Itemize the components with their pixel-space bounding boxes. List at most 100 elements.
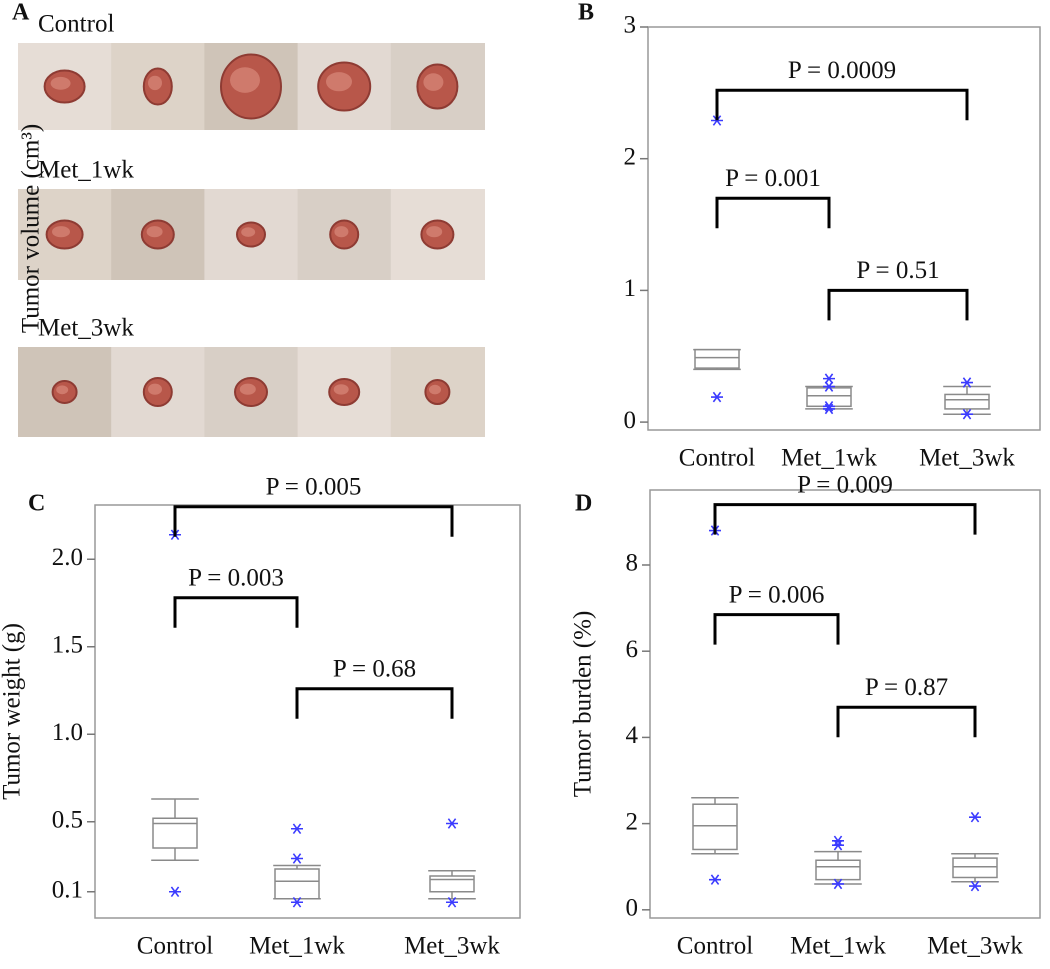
box <box>815 859 861 881</box>
box <box>952 857 998 879</box>
outlier <box>169 886 181 898</box>
outlier <box>969 811 981 823</box>
y-tick-label: 3 <box>624 12 637 39</box>
y-tick-label: 0.1 <box>52 876 83 903</box>
outlier <box>823 381 835 392</box>
box <box>806 387 852 408</box>
tumor-highlight <box>334 226 349 238</box>
panel-label: A <box>12 0 30 26</box>
box <box>152 817 198 849</box>
tumor-highlight <box>230 67 260 93</box>
panel-label: B <box>578 0 594 26</box>
group-label: Control <box>38 11 114 38</box>
tumor-highlight <box>241 227 256 237</box>
x-tick-label: Met_3wk <box>919 445 1015 472</box>
significance-bracket <box>715 88 969 121</box>
outlier <box>961 408 973 420</box>
x-tick-label: Met_3wk <box>404 933 500 960</box>
p-value: P = 0.006 <box>729 581 825 608</box>
significance-bracket <box>715 196 831 229</box>
box <box>692 803 738 851</box>
y-tick-label: 6 <box>626 636 639 663</box>
y-tick-label: 2 <box>624 143 637 170</box>
outlier <box>291 853 303 864</box>
x-tick-label: Met_3wk <box>927 933 1023 960</box>
y-tick-label: 4 <box>626 722 639 749</box>
x-tick-label: Control <box>677 933 753 960</box>
outlier <box>823 401 835 412</box>
significance-bracket <box>713 613 840 645</box>
tumor-highlight <box>56 385 69 395</box>
outlier <box>961 377 973 388</box>
outlier <box>446 896 458 908</box>
y-tick-label: 0 <box>626 895 639 922</box>
tumor-highlight <box>148 383 162 395</box>
outlier <box>711 115 723 126</box>
outlier <box>823 373 835 384</box>
significance-bracket <box>836 705 977 738</box>
box-chart: D Tumor burden (%) 0 2 4 6 8 Control Met_1wk Met_… <box>570 471 1041 960</box>
tumor-highlight <box>429 384 441 395</box>
tumor-highlight <box>146 226 163 238</box>
significance-bracket <box>827 288 969 321</box>
y-tick-label: 2 <box>626 808 639 835</box>
box <box>694 348 740 369</box>
y-axis-label: Tumor weight (g) <box>0 623 26 800</box>
panel-label: C <box>28 491 45 517</box>
box <box>944 393 990 410</box>
group-label: Met_1wk <box>38 157 134 184</box>
x-tick-label: Met_1wk <box>249 933 345 960</box>
significance-bracket <box>173 505 454 537</box>
outlier <box>832 878 844 890</box>
tumor-highlight <box>239 383 256 395</box>
tumor-highlight <box>50 76 71 90</box>
p-value: P = 0.009 <box>797 471 893 498</box>
y-tick-label: 8 <box>626 550 639 577</box>
tumor-highlight <box>148 75 162 91</box>
plot-frame <box>647 26 1041 431</box>
tumor-highlight <box>423 73 444 91</box>
group-label: Met_3wk <box>38 315 134 342</box>
y-tick-label: 2.0 <box>52 544 83 571</box>
p-value: P = 0.0009 <box>788 57 896 84</box>
y-tick-label: 0 <box>624 407 637 434</box>
y-tick-label: 1.5 <box>52 631 83 658</box>
tumor-highlight <box>333 384 349 395</box>
tumor-highlight <box>326 72 352 92</box>
significance-bracket <box>173 596 299 628</box>
significance-bracket <box>295 687 454 719</box>
outlier <box>446 818 458 829</box>
outlier <box>709 874 721 885</box>
y-axis-label: Tumor volume (cm³) <box>18 124 45 333</box>
significance-bracket <box>713 503 977 535</box>
tumor-highlight <box>426 226 443 238</box>
outlier <box>711 391 723 403</box>
y-tick-label: 1.0 <box>52 719 83 746</box>
box-chart: C Tumor weight (g) 0.1 0.5 1.0 1.5 2.0 Control M… <box>0 473 521 960</box>
outlier <box>291 896 303 908</box>
panel-a: A Control Met_1wk Met_3wk <box>12 0 485 437</box>
box <box>429 875 475 893</box>
photo-strips <box>18 43 485 437</box>
tumor-highlight <box>52 226 70 238</box>
y-axis-label: Tumor burden (%) <box>570 611 597 798</box>
p-value: P = 0.51 <box>856 257 939 284</box>
plot-frame <box>649 489 1041 919</box>
x-tick-label: Met_1wk <box>790 933 886 960</box>
outlier <box>969 880 981 892</box>
plot-frame <box>94 504 521 919</box>
p-value: P = 0.68 <box>333 655 416 682</box>
box <box>274 868 320 900</box>
box-chart: B Tumor volume (cm³) 0 1 2 3 Control Met_1wk Met… <box>18 0 1041 472</box>
p-value: P = 0.001 <box>725 165 821 192</box>
y-tick-label: 0.5 <box>52 806 83 833</box>
p-value: P = 0.87 <box>865 674 948 701</box>
x-tick-label: Met_1wk <box>781 445 877 472</box>
outlier <box>832 839 844 851</box>
p-value: P = 0.003 <box>188 564 284 591</box>
outlier <box>291 823 303 835</box>
x-tick-label: Control <box>137 933 213 960</box>
panel-label: D <box>575 491 592 517</box>
p-value: P = 0.005 <box>266 473 362 500</box>
